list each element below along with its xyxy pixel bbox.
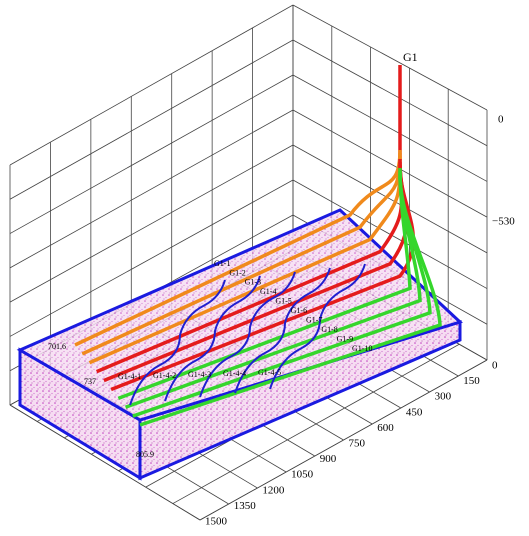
well-label: G1-6	[291, 306, 307, 315]
branch-trajectory	[164, 275, 261, 402]
horizontal-tick: 600	[377, 422, 394, 434]
horizontal-tick: 1050	[291, 469, 314, 481]
branch-label: G1-4-5	[258, 368, 281, 377]
well-label: G1-2	[229, 268, 245, 277]
branch-label: G1-4-2	[153, 371, 176, 380]
horizontal-tick: 0	[492, 360, 498, 372]
grid-line	[9, 74, 294, 234]
grid-line	[9, 179, 294, 337]
horizontal-tick: 900	[320, 453, 337, 465]
horizontal-tick: 300	[435, 391, 452, 403]
well-label: G1-7	[306, 315, 322, 324]
vertical-tick: 0	[498, 114, 504, 126]
well-label: G1-9	[337, 334, 353, 343]
horizontal-tick: 750	[349, 438, 366, 450]
grid-line	[172, 343, 460, 504]
horizontal-tick: 1200	[262, 484, 285, 496]
grid-line	[292, 144, 488, 254]
branch-label: G1-4-4	[223, 369, 246, 378]
grid-line	[9, 109, 294, 269]
branch-trajectory	[234, 267, 331, 394]
well-label: G1-8	[321, 325, 337, 334]
grid-line	[292, 4, 488, 111]
depth-label: 701.6	[48, 342, 66, 351]
horizontal-tick: 1350	[234, 500, 257, 512]
trajectories	[74, 65, 442, 427]
depth-label: 805.9	[136, 450, 154, 459]
well-label: G1-10	[352, 344, 372, 353]
labels: G1 0 −530 701.6 737 805.9 0 150 300 450 600 7…	[48, 50, 515, 528]
grid-line	[292, 74, 488, 182]
grid-line	[292, 39, 488, 147]
branch-label: G1-4-3	[188, 370, 211, 379]
grid-line	[9, 4, 294, 166]
reservoir-slab	[16, 208, 463, 481]
well-label: G1-5	[275, 297, 291, 306]
depth-label: 737	[84, 377, 96, 386]
well-trajectory	[139, 176, 442, 427]
branch-trajectory	[129, 279, 226, 406]
branch-trajectory	[269, 263, 366, 390]
grid-line	[9, 404, 201, 521]
horizontal-tick: 150	[463, 375, 480, 387]
branch-trajectory	[199, 271, 296, 398]
vertical-tick: −530	[492, 216, 515, 228]
grid-line	[9, 144, 294, 303]
well-title: G1	[403, 50, 418, 64]
well-label: G1-1	[214, 259, 230, 268]
grid-line	[9, 39, 294, 200]
well-label: G1-3	[245, 278, 261, 287]
branch-label: G1-4-1	[118, 372, 141, 381]
horizontal-tick: 450	[406, 406, 423, 418]
well-label: G1-4	[260, 287, 276, 296]
grid-line	[292, 109, 488, 218]
grid-line	[199, 359, 488, 521]
horizontal-tick: 1500	[205, 516, 228, 528]
